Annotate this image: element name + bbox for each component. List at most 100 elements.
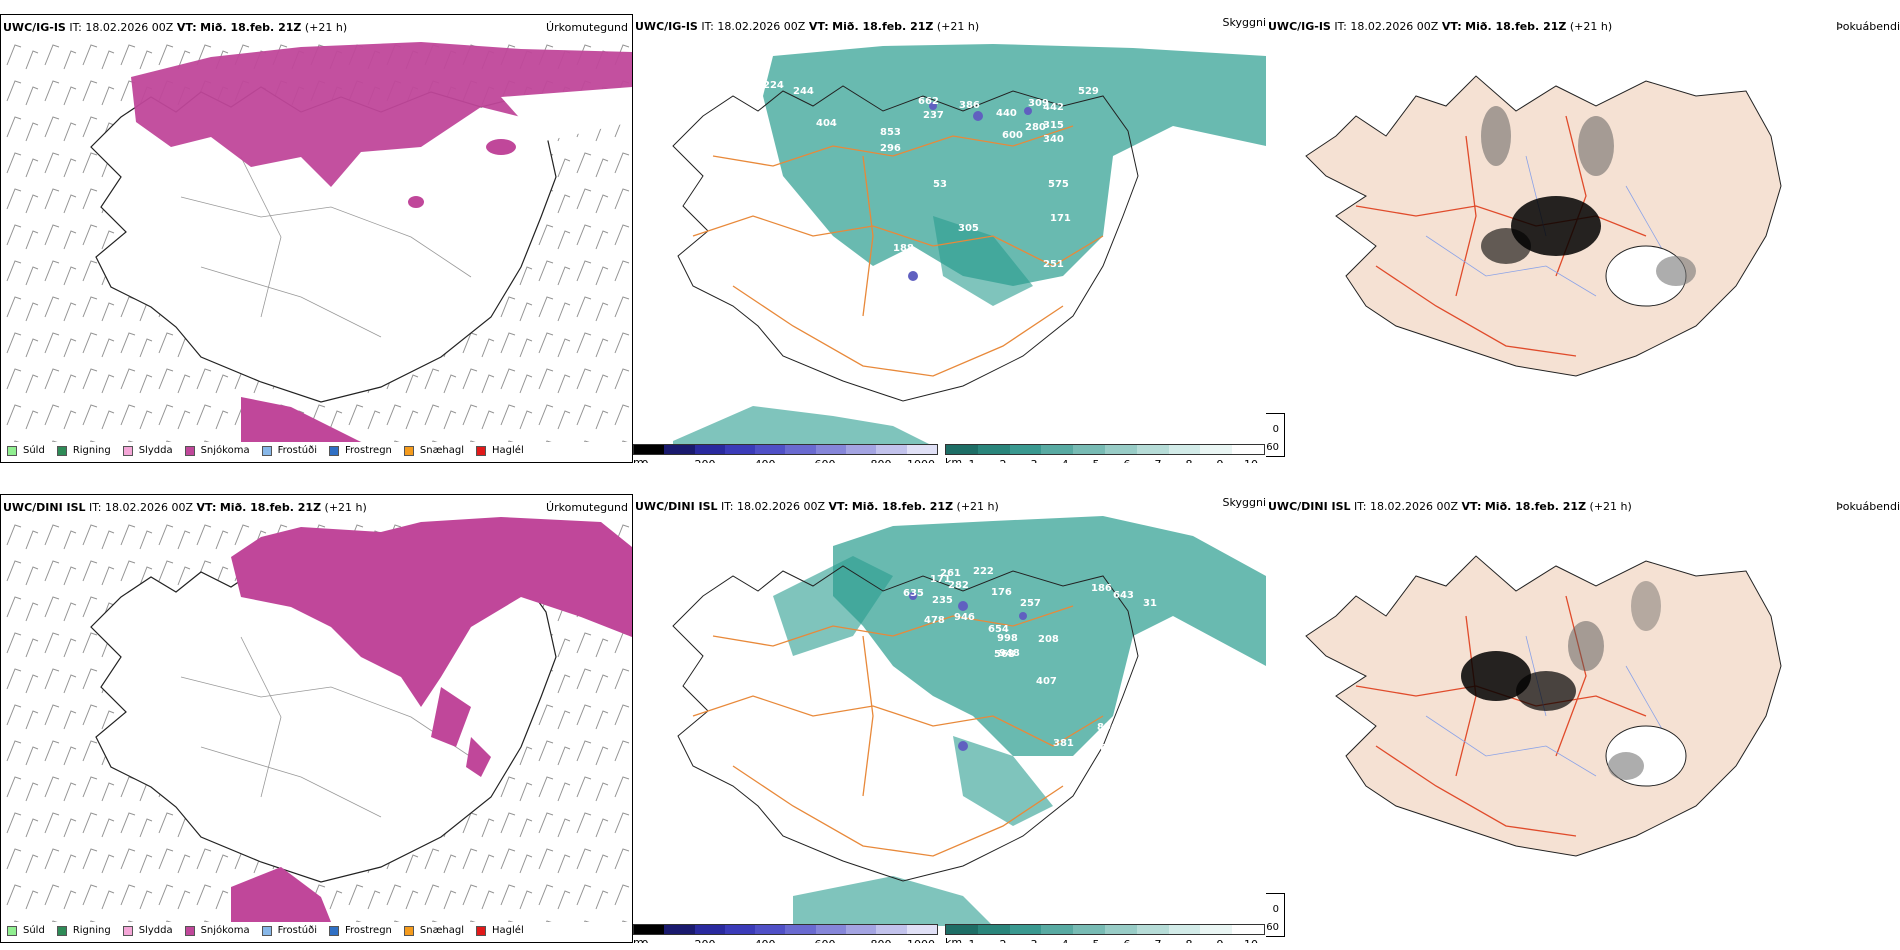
height-unit: m xyxy=(633,456,644,463)
cloud-base-label: 529 xyxy=(1078,86,1099,97)
legend-swatch xyxy=(261,925,272,936)
cloud-base-label: 186 xyxy=(1091,583,1112,594)
variable-name: Skyggni xyxy=(1222,496,1266,509)
cloud-base-label: 261 xyxy=(940,568,961,579)
cloud-base-label: 222 xyxy=(973,566,994,577)
legend-item: Rigning xyxy=(56,445,111,456)
panel-title: UWC/DINI ISL IT: 18.02.2026 00Z VT: Mið.… xyxy=(635,500,999,513)
variable-name: Skyggni xyxy=(1222,16,1266,29)
precip-legend: Súld Rigning Slydda Snjókoma Frostúði Fr… xyxy=(7,445,536,456)
legend-item: Haglél xyxy=(476,925,524,936)
cloud-base-label: 948 xyxy=(999,648,1020,659)
height-unit: m xyxy=(633,936,644,943)
visibility-reduced-area xyxy=(833,516,1266,756)
visibility-ticks: 1 2 3 4 5 6 7 8 9 10 xyxy=(945,458,1265,463)
legend-swatch xyxy=(122,925,133,936)
visibility-ticks: 1 2 3 4 5 6 7 8 9 10 xyxy=(945,938,1265,943)
panel-title: UWC/IG-IS IT: 18.02.2026 00Z VT: Mið. 18… xyxy=(3,21,348,34)
panel-title: UWC/IG-IS IT: 18.02.2026 00Z VT: Mið. 18… xyxy=(635,20,980,33)
snow-area-north xyxy=(131,42,632,187)
legend-swatch xyxy=(7,925,17,936)
cloud-base-label: 188 xyxy=(893,243,914,254)
legend-item: Slydda xyxy=(122,445,173,456)
legend-swatch xyxy=(476,445,487,456)
panel-title: UWC/IG-IS IT: 18.02.2026 00Z VT: Mið. 18… xyxy=(1268,20,1613,33)
roads xyxy=(692,125,1104,377)
visibility-unit: km xyxy=(945,936,963,943)
legend-swatch xyxy=(184,445,195,456)
visibility-panel-bottom: UWC/DINI ISL IT: 18.02.2026 00Z VT: Mið.… xyxy=(633,494,1266,943)
cloud-base-label: 635 xyxy=(903,588,924,599)
cloud-base-label: 296 xyxy=(880,143,901,154)
cloud-base-label: 305 xyxy=(958,223,979,234)
iceland-outline xyxy=(672,565,1139,882)
legend-swatch xyxy=(56,445,67,456)
legend-item: Súld xyxy=(7,925,45,936)
precip-panel-top: UWC/IG-IS IT: 18.02.2026 00Z VT: Mið. 18… xyxy=(0,14,633,463)
legend-item: Slydda xyxy=(122,925,173,936)
cloud-base-label: 315 xyxy=(1043,120,1064,131)
cloud-base-labels-top: 2242444046622378532963864403094425296002… xyxy=(763,80,1152,276)
visibility-map xyxy=(672,516,1266,926)
fog-map xyxy=(1305,75,1782,377)
fog-legend: 0 60 xyxy=(1266,413,1285,457)
legend-swatch xyxy=(56,925,67,936)
legend-item: Frostregn xyxy=(329,445,392,456)
cloud-base-label: 896 xyxy=(1097,722,1118,733)
cloud-base-label: 171 xyxy=(930,574,951,585)
cloud-base-label: 31 xyxy=(1143,598,1157,609)
variable-name: Úrkomutegund xyxy=(546,501,628,514)
cloud-base-label: 309 xyxy=(1028,98,1049,109)
visibility-colorbar: km 1 2 3 4 5 6 7 8 9 10 xyxy=(945,444,1265,463)
cloud-base-label: 311 xyxy=(1121,265,1142,276)
cloud-base-label: 53 xyxy=(933,179,947,190)
snow-area-north xyxy=(231,517,632,707)
legend-item: Snjókoma xyxy=(184,445,250,456)
legend-item: Rigning xyxy=(56,925,111,936)
legend-item: Súld xyxy=(7,445,45,456)
legend-item: Snæhagl xyxy=(403,925,464,936)
cloud-base-label: 171 xyxy=(1050,213,1071,224)
legend-swatch xyxy=(403,445,414,456)
fog-legend: 0 60 xyxy=(1266,893,1285,937)
legend-swatch xyxy=(329,445,339,456)
visibility-unit: km xyxy=(945,456,963,463)
cloud-base-label: 478 xyxy=(924,615,945,626)
cloud-base-label: 251 xyxy=(1043,259,1064,270)
legend-item: Snjókoma xyxy=(184,925,250,936)
cloud-base-label: 853 xyxy=(880,127,901,138)
cloud-base-label: 643 xyxy=(1113,590,1134,601)
legend-item: Frostúði xyxy=(261,925,317,936)
variable-name: Þokuábendi xyxy=(1836,500,1900,513)
cloud-base-label: 386 xyxy=(959,100,980,111)
cloud-base-label: 568 xyxy=(994,649,1015,660)
cloud-base-label: 404 xyxy=(816,118,837,129)
visibility-map xyxy=(672,44,1266,446)
variable-name: Þokuábendi xyxy=(1836,20,1900,33)
iceland-outline xyxy=(672,85,1139,402)
precip-panel-bottom: UWC/DINI ISL IT: 18.02.2026 00Z VT: Mið.… xyxy=(0,494,633,943)
cloud-base-label: 257 xyxy=(1020,598,1041,609)
legend-swatch xyxy=(329,925,339,936)
visibility-panel-top: UWC/IG-IS IT: 18.02.2026 00Z VT: Mið. 18… xyxy=(633,14,1266,463)
legend-item: Haglél xyxy=(476,445,524,456)
cloud-base-label: 176 xyxy=(991,587,1012,598)
precip-legend: Súld Rigning Slydda Snjókoma Frostúði Fr… xyxy=(7,925,536,936)
snow-area-south xyxy=(241,397,361,442)
legend-swatch xyxy=(476,925,487,936)
cloud-base-label: 381 xyxy=(1053,738,1074,749)
legend-swatch xyxy=(403,925,414,936)
cloud-base-label: 442 xyxy=(1043,102,1064,113)
cloud-base-label: 261 xyxy=(1093,743,1114,754)
panel-title: UWC/DINI ISL IT: 18.02.2026 00Z VT: Mið.… xyxy=(3,501,367,514)
legend-item: Snæhagl xyxy=(403,445,464,456)
height-colorbar: m 0 200 400 600 800 1000 xyxy=(633,924,938,943)
panel-title: UWC/DINI ISL IT: 18.02.2026 00Z VT: Mið.… xyxy=(1268,500,1632,513)
cloud-base-label: 600 xyxy=(1002,130,1023,141)
legend-swatch xyxy=(122,445,133,456)
snow-area-south xyxy=(231,867,331,922)
cloud-base-label: 946 xyxy=(954,612,975,623)
visibility-colorbar: km 1 2 3 4 5 6 7 8 9 10 xyxy=(945,924,1265,943)
cloud-base-label: 244 xyxy=(793,86,814,97)
